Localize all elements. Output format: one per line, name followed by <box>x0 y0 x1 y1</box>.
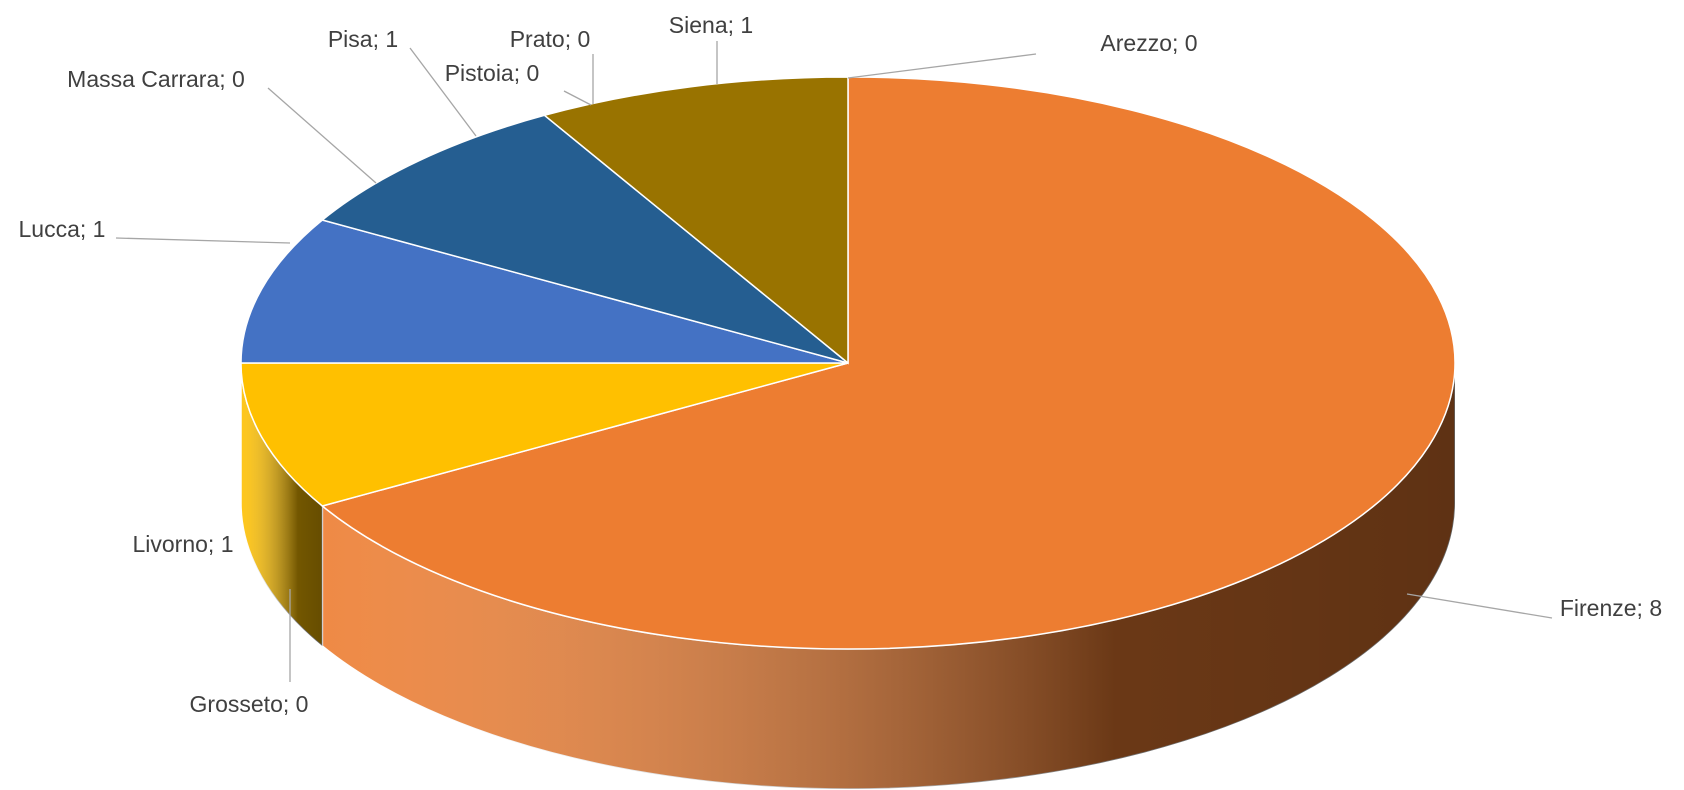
data-label: Siena; 1 <box>669 12 753 38</box>
data-label: Firenze; 8 <box>1560 595 1662 621</box>
pie-slice <box>240 219 849 364</box>
pie-side-shade <box>322 363 1456 789</box>
pie-slice <box>542 76 849 365</box>
data-label: Livorno; 1 <box>132 531 233 557</box>
pie-slice <box>320 76 1456 650</box>
leader-line <box>409 47 477 137</box>
data-label: Prato; 0 <box>510 26 591 52</box>
data-label: Pistoia; 0 <box>445 60 540 86</box>
leader-line <box>563 90 592 106</box>
data-label: Arezzo; 0 <box>1100 30 1197 56</box>
leader-line <box>267 87 377 184</box>
pie-side-shade <box>241 363 323 646</box>
data-label: Massa Carrara; 0 <box>67 66 245 92</box>
pie-slice <box>240 362 849 507</box>
leader-line <box>1406 593 1553 619</box>
data-label: Grosseto; 0 <box>190 691 309 717</box>
leader-line <box>847 53 1037 79</box>
data-label: Pisa; 1 <box>328 26 398 52</box>
leader-line <box>115 237 291 244</box>
data-label: Lucca; 1 <box>19 216 106 242</box>
pie-slice <box>320 114 849 364</box>
